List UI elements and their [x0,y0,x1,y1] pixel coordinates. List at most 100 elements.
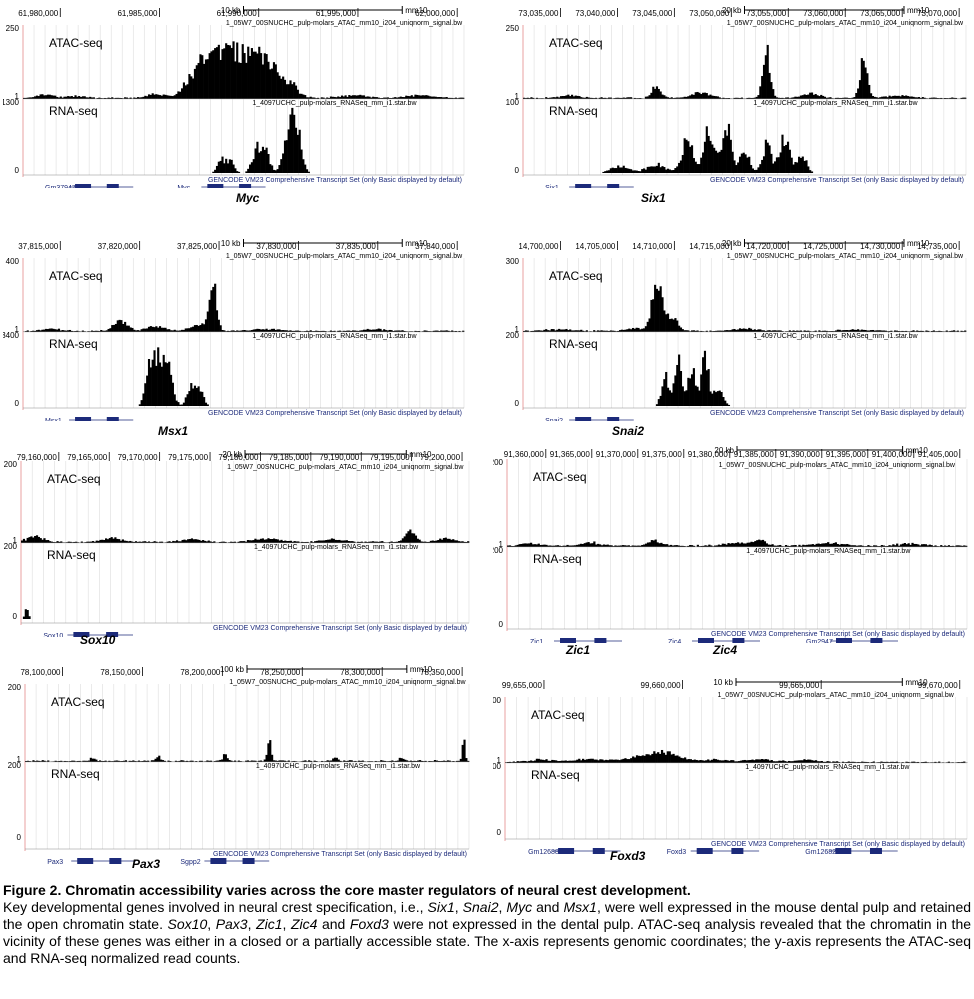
atac-bar [863,546,866,547]
atac-bar [853,97,856,99]
atac-bar [709,760,712,763]
atac-bar [102,98,105,99]
gene-label: Msx1 [45,418,62,421]
rna-bar [633,170,636,173]
atac-bar [418,330,421,332]
atac-bar [465,542,468,543]
atac-bar [297,541,300,543]
atac-bar [250,760,253,762]
atac-bar [942,331,945,332]
atac-bar [645,543,648,547]
atac-bar [164,327,167,332]
atac-bar [41,539,44,543]
atac-bar [30,536,33,543]
atac-bar [131,98,134,99]
atac-bar [964,330,967,332]
atac-bar [54,95,57,99]
atac-bar [587,97,590,99]
rna-bar [237,171,241,173]
rna-bar [146,375,149,406]
atac-bar [650,92,653,99]
atac-bar [146,328,149,332]
atac-bar [188,328,191,332]
atac-bar [210,760,213,762]
atac-bar [219,759,222,762]
atac-bar [928,762,931,763]
atac-bar [738,98,742,99]
atac-bar [930,762,933,763]
atac-bar [299,542,302,543]
atac-bar [535,758,539,763]
atac-bar [94,330,97,332]
atac-bar [930,545,933,547]
atac-bar [543,544,546,547]
atac-bar [138,541,141,543]
atac-bar [882,96,886,99]
atac-bar [908,331,911,332]
atac-bar [395,760,398,762]
atac-bar [45,761,48,762]
atac-bar [59,96,62,99]
atac-bar [60,541,63,543]
rna-bar [232,164,235,173]
atac-bar [548,330,551,332]
atac-signal [523,284,967,332]
atac-bar [361,95,364,99]
atac-bar [587,758,590,763]
atac-bar [595,544,598,547]
atac-bar [687,96,690,99]
atac-bar [786,97,790,99]
atac-bar [402,758,405,762]
atac-bar [633,757,637,763]
atac-bar [195,324,198,332]
atac-bar [119,761,122,762]
atac-bar [76,330,79,332]
assembly-label: mm10 [405,6,428,15]
atac-bar [272,760,276,762]
rna-file-label: 1_4097UCHC_pulp-molars_RNASeq_mm_i1.star… [753,333,918,340]
atac-bar [254,329,257,332]
rna-bar [655,165,659,173]
atac-bar [138,97,141,99]
atac-bar [197,62,200,99]
atac-bar [589,543,592,547]
atac-bar [604,97,607,99]
rna-bar [762,156,766,173]
atac-bar [57,97,61,99]
atac-bar [870,93,873,99]
exon [869,848,882,854]
atac-bar [818,761,821,763]
atac-bar [890,545,893,547]
atac-bar [332,758,335,762]
exon [73,632,90,637]
atac-bar [154,758,157,762]
rna-track-label: RNA-seq [51,767,100,781]
atac-bar [245,541,248,543]
atac-bar [97,540,100,543]
atac-bar [441,330,445,332]
atac-bar [142,541,145,543]
rna-bar [703,350,707,406]
atac-bar [272,62,276,99]
atac-min: 1 [17,755,22,764]
atac-bar [184,761,187,762]
rna-bar [702,357,705,406]
atac-bar [50,95,53,99]
atac-bar [455,540,459,543]
atac-bar [838,544,841,547]
rna-bar [611,167,614,173]
atac-bar [722,330,725,332]
atac-bar [753,97,756,99]
coord-label: 37,825,000 [177,242,218,251]
rna-bar [757,167,760,173]
atac-bar [655,753,658,763]
atac-bar [431,540,434,543]
rna-bar [679,371,683,406]
atac-bar [461,541,464,543]
atac-bar [929,97,932,99]
atac-bar [153,327,156,332]
atac-bar [943,331,946,332]
atac-bar [405,95,408,99]
atac-bar [550,97,553,99]
